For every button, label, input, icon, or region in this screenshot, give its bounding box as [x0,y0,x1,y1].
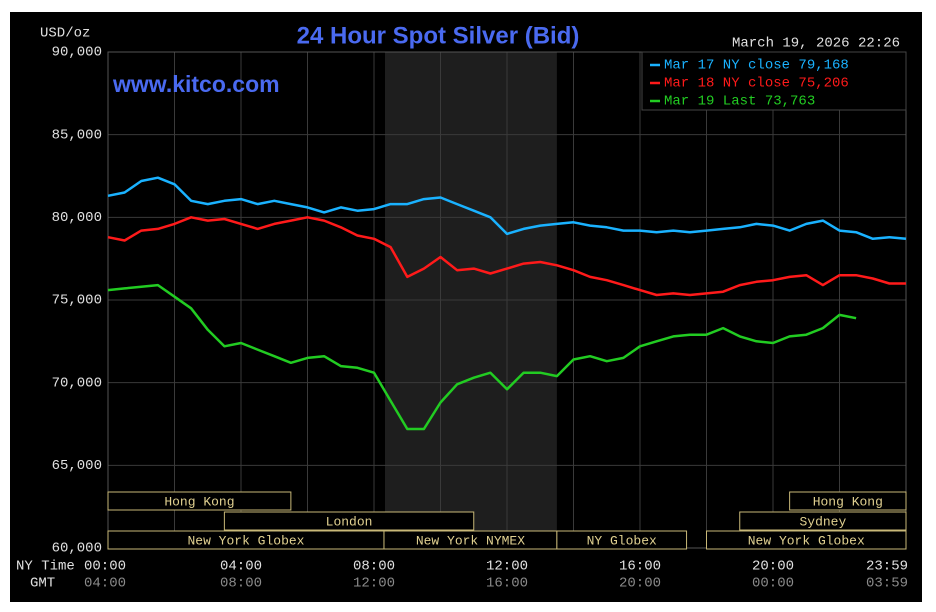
x2-axis-label: GMT [30,576,55,592]
x2-tick-label: 04:00 [84,576,126,592]
session-label: New York Globex [187,533,304,548]
session-box [789,491,907,511]
watermark: www.kitco.com [112,71,280,97]
x-tick-label: 20:00 [752,559,794,575]
session-box [706,530,907,550]
timestamp: March 19, 2026 22:26 [732,36,900,52]
x-tick-label: 04:00 [220,559,262,575]
x-tick-label: 12:00 [486,559,528,575]
session-label: New York Globex [748,533,865,548]
legend-box [641,51,907,111]
plot-area: 60,000 65,000 70,000 75,000 80,000 85,000 90,0… [52,45,908,592]
legend-label: Mar 19 Last 73,763 [664,94,815,110]
x-tick-label: 23:59 [866,559,908,575]
session-label: NY Globex [587,533,657,548]
y-tick-label: 85,000 [52,127,102,143]
x2-tick-label: 20:00 [619,576,661,592]
y-tick-label: 80,000 [52,210,102,226]
y-tick-label: 90,000 [52,45,102,61]
y-tick-label: 60,000 [52,541,102,557]
x-tick-label: 16:00 [619,559,661,575]
x2-tick-label: 08:00 [220,576,262,592]
x2-tick-label: 12:00 [353,576,395,592]
session-box [739,511,907,531]
session-label: Sydney [799,514,846,529]
y-tick-label: 75,000 [52,293,102,309]
series-line [107,176,907,241]
unit-label: USD/oz [40,26,90,42]
legend-label: Mar 17 NY close 79,168 [664,58,849,74]
session-label: Hong Kong [164,494,234,509]
x-axis-label: NY Time [16,559,75,575]
y-tick-label: 65,000 [52,458,102,474]
session-label: New York NYMEX [416,533,525,548]
chart-title: 24 Hour Spot Silver (Bid) [297,22,580,49]
series-line [107,283,857,431]
session-box [107,491,292,511]
session-label: London [326,514,373,529]
x-tick-label: 08:00 [353,559,395,575]
x2-tick-label: 03:59 [866,576,908,592]
session-box [556,530,688,550]
x-tick-label: 00:00 [84,559,126,575]
y-tick-label: 70,000 [52,375,102,391]
session-box [223,511,475,531]
legend-label: Mar 18 NY close 75,206 [664,76,849,92]
session-label: Hong Kong [813,494,883,509]
series-line [107,216,906,297]
x2-tick-label: 00:00 [752,576,794,592]
x2-tick-label: 16:00 [486,576,528,592]
